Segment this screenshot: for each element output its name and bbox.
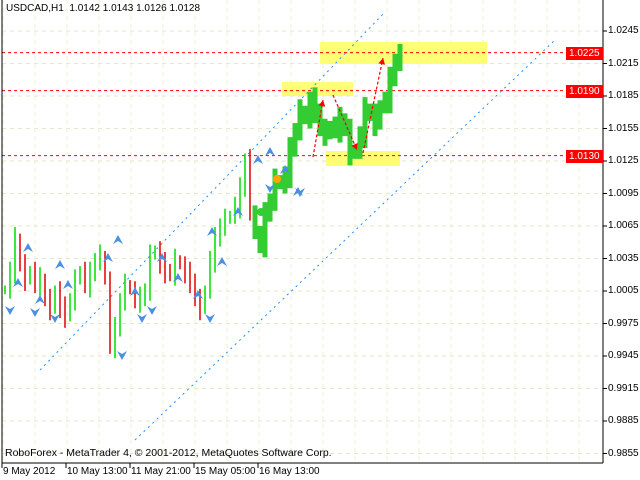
x-tick-label: 9 May 2012 <box>3 466 56 477</box>
fractal-down-icon <box>295 188 305 197</box>
symbol-label: USDCAD,H1 <box>6 3 64 14</box>
x-tick-label: 10 May 13:00 <box>67 466 128 477</box>
fractal-up-icon <box>113 235 123 244</box>
fractal-up-icon <box>63 280 73 289</box>
fractal-up-icon <box>217 257 227 266</box>
y-tick-label: 1.0035 <box>608 252 639 264</box>
fractal-up-icon <box>103 253 113 262</box>
y-tick-label: 1.0095 <box>608 187 639 199</box>
fractal-down-icon <box>5 306 15 315</box>
fractal-down-icon <box>265 184 275 193</box>
level-price-label: 1.0225 <box>566 46 603 60</box>
y-tick-label: 0.9855 <box>608 447 639 459</box>
ohlc-readout: 1.0142 1.0143 1.0126 1.0128 <box>69 3 201 14</box>
fractal-up-icon <box>173 273 183 282</box>
y-tick-label: 1.0245 <box>608 25 639 36</box>
target-zone <box>326 151 400 166</box>
y-tick-label: 1.0125 <box>608 155 639 166</box>
y-tick-label: 1.0005 <box>608 285 639 296</box>
level-price-label: 1.0130 <box>566 149 603 163</box>
fractal-down-icon <box>50 314 60 323</box>
fractal-down-icon <box>147 306 157 315</box>
fractal-up-icon <box>157 253 167 262</box>
y-tick-label: 0.9975 <box>608 317 639 329</box>
fractal-up-icon <box>13 278 23 287</box>
fractal-up-icon <box>207 227 217 236</box>
y-tick-label: 0.9915 <box>608 382 639 394</box>
fractal-up-icon <box>23 243 33 252</box>
fractal-down-icon <box>205 314 215 323</box>
copyright-text: RoboForex - MetaTrader 4, © 2001-2012, M… <box>5 447 332 459</box>
y-tick-label: 0.9885 <box>608 415 639 426</box>
x-tick-label: 16 May 13:00 <box>259 466 320 477</box>
fractal-up-icon <box>265 147 275 156</box>
arrow-head-icon <box>318 100 326 107</box>
arrow-head-icon <box>351 143 358 150</box>
y-tick-label: 1.0215 <box>608 57 639 69</box>
fractal-up-icon <box>55 260 65 269</box>
fractal-up-icon <box>130 287 140 296</box>
signal-dot-orange <box>273 175 281 183</box>
level-price-label: 1.0190 <box>566 84 603 98</box>
channel-upper-line <box>39 11 386 371</box>
chart-title: USDCAD,H1 1.0142 1.0143 1.0126 1.0128 <box>6 3 200 14</box>
channel-lower-line <box>134 39 556 441</box>
fractal-up-icon <box>193 290 203 299</box>
fractal-down-icon <box>137 314 147 323</box>
fractal-up-icon <box>35 295 45 304</box>
y-tick-label: 0.9945 <box>608 350 639 361</box>
fractal-up-icon <box>253 155 263 164</box>
y-tick-label: 1.0185 <box>608 90 639 101</box>
fractal-down-icon <box>117 351 127 360</box>
x-tick-label: 11 May 21:00 <box>131 466 191 477</box>
fractal-up-icon <box>280 165 290 174</box>
y-tick-label: 1.0065 <box>608 220 639 231</box>
fractal-down-icon <box>30 308 40 317</box>
y-tick-label: 1.0155 <box>608 122 639 134</box>
target-zone <box>320 42 487 64</box>
arrow-head-icon <box>378 58 386 65</box>
signal-dot-green <box>257 208 265 216</box>
forecast-arrow-line <box>332 94 358 151</box>
fractal-up-icon <box>233 207 243 216</box>
x-tick-label: 15 May 05:00 <box>195 466 256 477</box>
forecast-arrow-line <box>362 57 384 154</box>
